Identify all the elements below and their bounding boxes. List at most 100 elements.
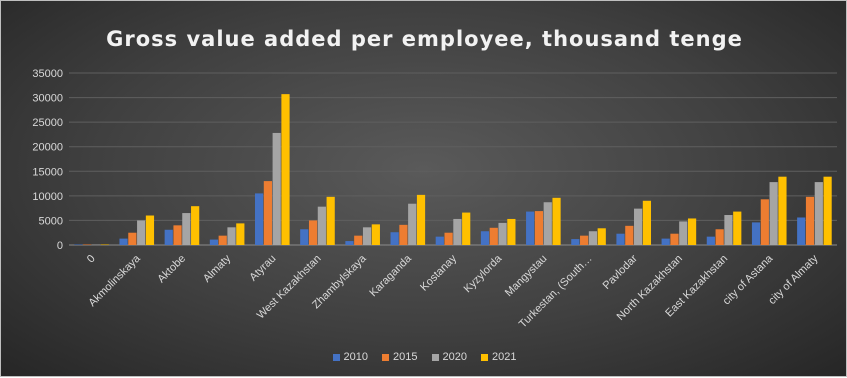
y-tick-label: 20000 <box>32 142 63 154</box>
bar-2020 <box>182 213 191 245</box>
legend-item: 2021 <box>480 351 517 363</box>
y-tick-label: 35000 <box>32 68 63 80</box>
chart-title: Gross value added per employee, thousand… <box>106 27 743 51</box>
bar-2015 <box>399 224 408 245</box>
y-tick-label: 30000 <box>32 93 63 105</box>
legend-swatch <box>382 353 390 361</box>
bar-2015 <box>534 211 544 245</box>
bar-2010 <box>390 232 399 245</box>
bar-2010 <box>119 238 128 245</box>
bar-2021 <box>100 244 109 246</box>
bar-2010 <box>526 211 535 245</box>
bar-2020 <box>317 206 326 245</box>
x-tick-label: Pavlodar <box>601 252 640 291</box>
bar-2021 <box>326 196 335 245</box>
bar-2010 <box>571 239 580 245</box>
legend-label: 2010 <box>343 351 369 363</box>
bar-2020 <box>272 132 281 245</box>
y-tick-label: 15000 <box>32 166 63 178</box>
bar-2021 <box>462 212 471 245</box>
bar-2015 <box>83 244 92 246</box>
bar-2010 <box>254 193 264 245</box>
bar-2015 <box>580 235 589 245</box>
bar-2010 <box>616 233 625 245</box>
legend-item: 2010 <box>332 351 369 363</box>
x-tick-label: Aktobe <box>155 253 188 286</box>
bar-2020 <box>634 208 643 245</box>
y-axis: 0 5000 10000 15000 20000 25000 30000 35000 <box>32 68 63 252</box>
bar-2020 <box>543 202 552 245</box>
legend-item: 2015 <box>382 351 418 363</box>
bar-2015 <box>489 227 498 245</box>
bar-2021 <box>552 197 561 245</box>
bar-2020 <box>408 203 417 245</box>
bar-2020 <box>498 222 507 245</box>
x-tick-label: Kostanay <box>418 252 459 293</box>
bar-2021 <box>507 218 516 245</box>
bar-2021 <box>281 94 290 245</box>
bar-2015 <box>625 225 634 245</box>
legend-swatch <box>480 353 488 361</box>
bar-2020 <box>453 218 462 245</box>
y-tick-label: 0 <box>57 240 63 252</box>
bar-2021 <box>597 228 606 245</box>
bar-2015 <box>670 233 679 245</box>
bar-2015 <box>354 235 363 245</box>
bar-2020 <box>724 215 733 245</box>
bar-2015 <box>444 232 453 245</box>
bar-2015 <box>128 232 137 245</box>
bar-2020 <box>814 182 823 245</box>
bar-2010 <box>797 217 806 245</box>
y-tick-label: 5000 <box>39 215 63 227</box>
bar-2020 <box>91 244 101 246</box>
bar-2010 <box>480 231 490 245</box>
legend-swatch <box>332 353 340 361</box>
x-tick-label: Karaganda <box>367 252 414 299</box>
bar-2015 <box>805 196 815 245</box>
bar-2020 <box>769 182 778 245</box>
bar-2021 <box>145 215 155 245</box>
legend-label: 2021 <box>491 351 517 363</box>
bar-2010 <box>300 229 309 245</box>
bar-2015 <box>263 181 272 245</box>
legend-label: 2015 <box>393 351 418 363</box>
bar-2021 <box>687 218 697 245</box>
legend: 2010 2015 2020 2021 <box>1 351 847 363</box>
x-tick-label: Kyzylorda <box>462 252 505 295</box>
bar-2015 <box>218 235 227 245</box>
bar-2015 <box>715 229 724 245</box>
bar-2021 <box>642 200 652 245</box>
bar-2010 <box>751 222 761 245</box>
bar-2010 <box>209 239 219 245</box>
bar-2020 <box>227 227 236 245</box>
x-tick-label: Almaty <box>201 252 234 285</box>
bar-2021 <box>823 176 832 245</box>
bar-2021 <box>733 211 742 245</box>
bar-2010 <box>74 244 83 246</box>
bar-2010 <box>706 236 715 245</box>
legend-label: 2020 <box>442 351 467 363</box>
bar-2010 <box>661 238 670 245</box>
bar-2010 <box>345 241 354 245</box>
bar-2020 <box>362 227 372 245</box>
x-tick-label: 0 <box>85 253 98 266</box>
legend-item: 2020 <box>431 351 467 363</box>
bar-2021 <box>191 206 200 245</box>
bar-2020 <box>588 231 598 245</box>
x-tick-label: Atyrau <box>247 253 278 284</box>
bar-2015 <box>173 225 182 245</box>
bar-2015 <box>760 199 769 245</box>
bar-2020 <box>679 221 688 245</box>
bar-2010 <box>164 229 173 245</box>
bar-2015 <box>308 220 318 245</box>
bar-2021 <box>778 176 787 245</box>
bar-2010 <box>435 236 444 245</box>
y-tick-label: 10000 <box>32 191 63 203</box>
bar-2021 <box>416 194 426 245</box>
legend-swatch <box>431 353 439 361</box>
x-tick-label: Mangystau <box>503 253 550 300</box>
y-tick-label: 25000 <box>32 117 63 129</box>
